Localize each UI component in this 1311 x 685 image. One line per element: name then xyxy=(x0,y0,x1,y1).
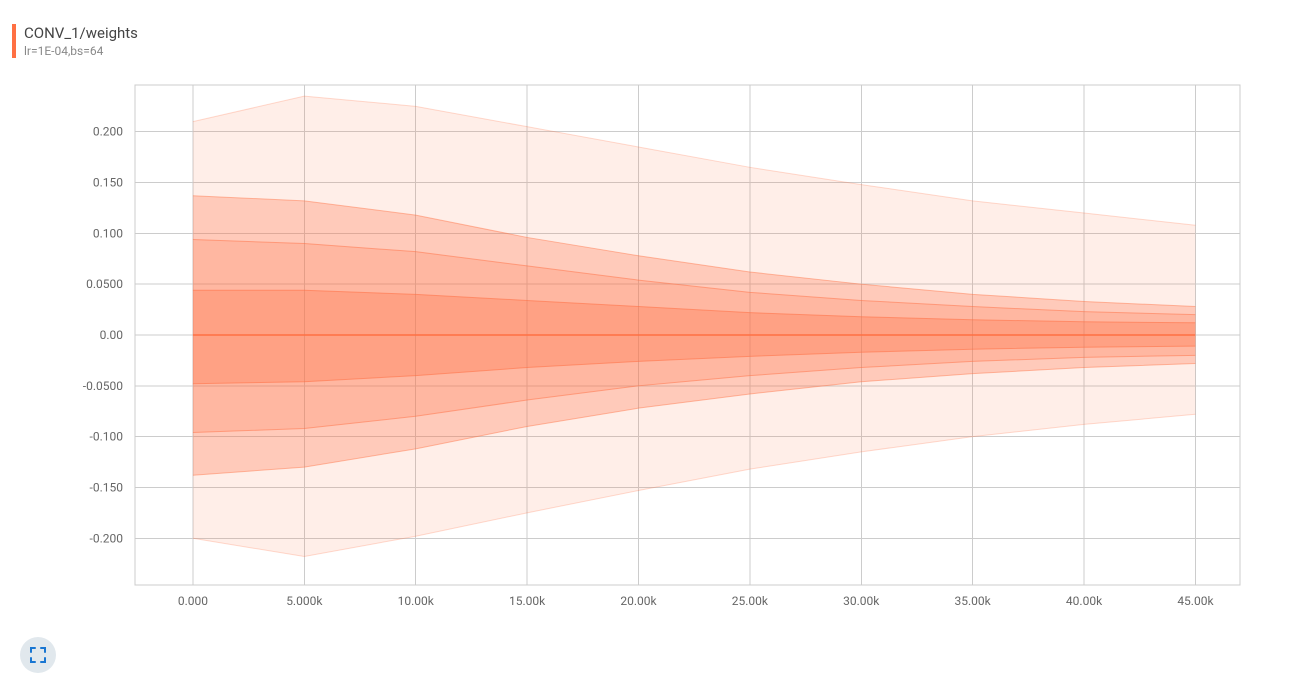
x-tick-label: 15.00k xyxy=(509,594,546,608)
y-tick-label: 0.150 xyxy=(93,176,123,190)
x-tick-label: 45.00k xyxy=(1177,594,1214,608)
x-tick-label: 5.000k xyxy=(286,594,323,608)
y-tick-label: -0.100 xyxy=(90,430,124,444)
y-tick-label: 0.200 xyxy=(93,125,123,139)
expand-button[interactable] xyxy=(20,637,56,673)
x-tick-label: 40.00k xyxy=(1066,594,1103,608)
plot-container: 0.000 5.000k 10.00k 15.00k 20.00k 25.00k 30.00… xyxy=(0,0,1311,685)
x-tick-label: 20.00k xyxy=(620,594,657,608)
x-tick-label: 35.00k xyxy=(955,594,992,608)
y-tick-label: -0.0500 xyxy=(83,379,123,393)
x-tick-label: 25.00k xyxy=(732,594,769,608)
x-tick-label: 0.000 xyxy=(178,594,208,608)
y-tick-label: 0.00 xyxy=(100,328,124,342)
y-tick-label: 0.100 xyxy=(93,226,123,240)
x-tick-label: 30.00k xyxy=(843,594,880,608)
x-tick-label: 10.00k xyxy=(398,594,435,608)
expand-icon xyxy=(30,647,46,663)
y-tick-label: -0.200 xyxy=(90,531,124,545)
distribution-chart: 0.000 5.000k 10.00k 15.00k 20.00k 25.00k 30.00… xyxy=(0,0,1311,685)
y-tick-label: -0.150 xyxy=(90,480,124,494)
y-tick-label: 0.0500 xyxy=(86,277,123,291)
